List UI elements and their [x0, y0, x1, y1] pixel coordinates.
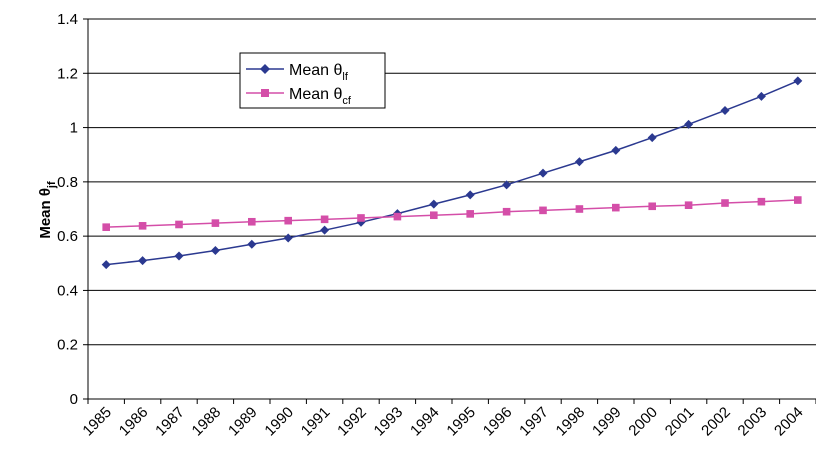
- y-axis-title-sub: jf: [46, 181, 58, 189]
- y-tick-label: 0.2: [57, 337, 78, 354]
- legend-marker-lf: [260, 64, 270, 74]
- x-tick-label: 1987: [152, 404, 188, 440]
- data-point-diamond: [684, 119, 694, 129]
- x-tick-label: 1994: [407, 404, 443, 440]
- data-point-diamond: [538, 168, 548, 178]
- x-tick-label: 1988: [189, 404, 225, 440]
- data-point-square: [393, 212, 402, 221]
- data-point-square: [430, 211, 438, 220]
- legend-label-cf: Mean θcf: [289, 86, 352, 107]
- data-point-diamond: [574, 157, 584, 167]
- legend-box: [239, 52, 386, 109]
- data-point-diamond: [465, 190, 475, 200]
- data-point-square: [612, 203, 620, 212]
- data-point-square: [684, 201, 693, 209]
- legend-entry-cf: Mean θcf: [246, 86, 352, 107]
- series-line-0: [106, 80, 799, 266]
- data-point-square: [575, 205, 584, 213]
- data-point-diamond: [247, 239, 257, 249]
- data-point-diamond: [283, 233, 293, 243]
- x-tick-label: 1997: [516, 404, 552, 440]
- legend-label-cf-main: Mean θ: [289, 86, 342, 103]
- data-point-square: [211, 219, 220, 227]
- legend: Mean θlf Mean θcf: [239, 52, 386, 109]
- x-tick-label: 2000: [625, 404, 661, 440]
- legend-marker-cf: [261, 89, 269, 97]
- data-point-square: [102, 223, 110, 231]
- data-point-diamond: [720, 105, 730, 115]
- x-tick-label: 1986: [116, 404, 152, 440]
- data-point-square: [138, 222, 147, 230]
- x-tick-label: 1999: [589, 404, 625, 440]
- y-tick-labels: 0 0.2 0.4 0.6 0.8 1 1.2 1.4: [57, 11, 78, 408]
- data-point-square: [248, 217, 256, 226]
- x-tick-label: 1995: [443, 404, 479, 440]
- x-tick-label: 2001: [662, 404, 698, 440]
- x-tick-label: 2003: [735, 404, 771, 440]
- data-point-square: [648, 202, 656, 211]
- data-point-square: [539, 206, 547, 215]
- y-tick-label: 0.4: [57, 282, 78, 299]
- y-tick-label: 1.4: [57, 11, 78, 28]
- x-tick-label: 2002: [698, 404, 734, 440]
- x-tick-label: 1985: [79, 404, 115, 440]
- legend-label-lf-main: Mean θ: [289, 62, 342, 79]
- data-point-square: [466, 210, 474, 218]
- y-tick-label: 0.6: [57, 228, 78, 245]
- data-point-square: [357, 214, 365, 222]
- legend-label-lf: Mean θlf: [289, 62, 349, 83]
- x-tick-label: 2004: [771, 404, 807, 440]
- data-point-square: [721, 199, 729, 207]
- legend-label-lf-sub: lf: [342, 71, 348, 83]
- data-point-diamond: [756, 91, 766, 101]
- data-point-diamond: [138, 256, 148, 266]
- data-point-square: [757, 197, 766, 206]
- y-tick-label: 0: [70, 391, 78, 408]
- x-tick-label: 1989: [225, 404, 261, 440]
- data-point-square: [175, 220, 183, 229]
- data-point-diamond: [793, 76, 803, 86]
- x-tick-label: 1992: [334, 404, 370, 440]
- y-tick-label: 1.2: [57, 65, 78, 82]
- series: [101, 76, 803, 270]
- data-point-diamond: [429, 199, 439, 209]
- data-point-diamond: [101, 260, 111, 270]
- data-point-square: [794, 196, 802, 204]
- series-line-1: [106, 199, 798, 228]
- data-point-diamond: [611, 145, 621, 155]
- data-point-diamond: [502, 180, 512, 190]
- x-tick-label: 1998: [553, 404, 589, 440]
- data-point-square: [284, 216, 292, 225]
- legend-label-cf-sub: cf: [342, 95, 352, 107]
- x-tick-label: 1996: [480, 404, 516, 440]
- y-axis-title: Mean θjf: [37, 181, 58, 239]
- axes: [83, 18, 816, 404]
- y-axis-title-main: Mean θ: [37, 188, 54, 239]
- x-tick-label: 1991: [298, 404, 334, 440]
- data-point-square: [502, 207, 511, 216]
- x-tick-labels: 1985 1986 1987 1988 1989 1990 1991 1992 1993 1994…: [79, 404, 806, 440]
- x-tick-label: 1993: [371, 404, 407, 440]
- y-tick-label: 0.8: [57, 174, 78, 191]
- data-point-diamond: [320, 225, 330, 235]
- data-point-diamond: [174, 251, 184, 261]
- y-tick-label: 1: [70, 120, 78, 137]
- legend-entry-lf: Mean θlf: [246, 62, 349, 83]
- gridlines: [88, 18, 816, 346]
- data-point-diamond: [647, 133, 657, 143]
- x-tick-label: 1990: [261, 404, 297, 440]
- data-point-diamond: [210, 246, 220, 256]
- data-point-square: [320, 215, 329, 224]
